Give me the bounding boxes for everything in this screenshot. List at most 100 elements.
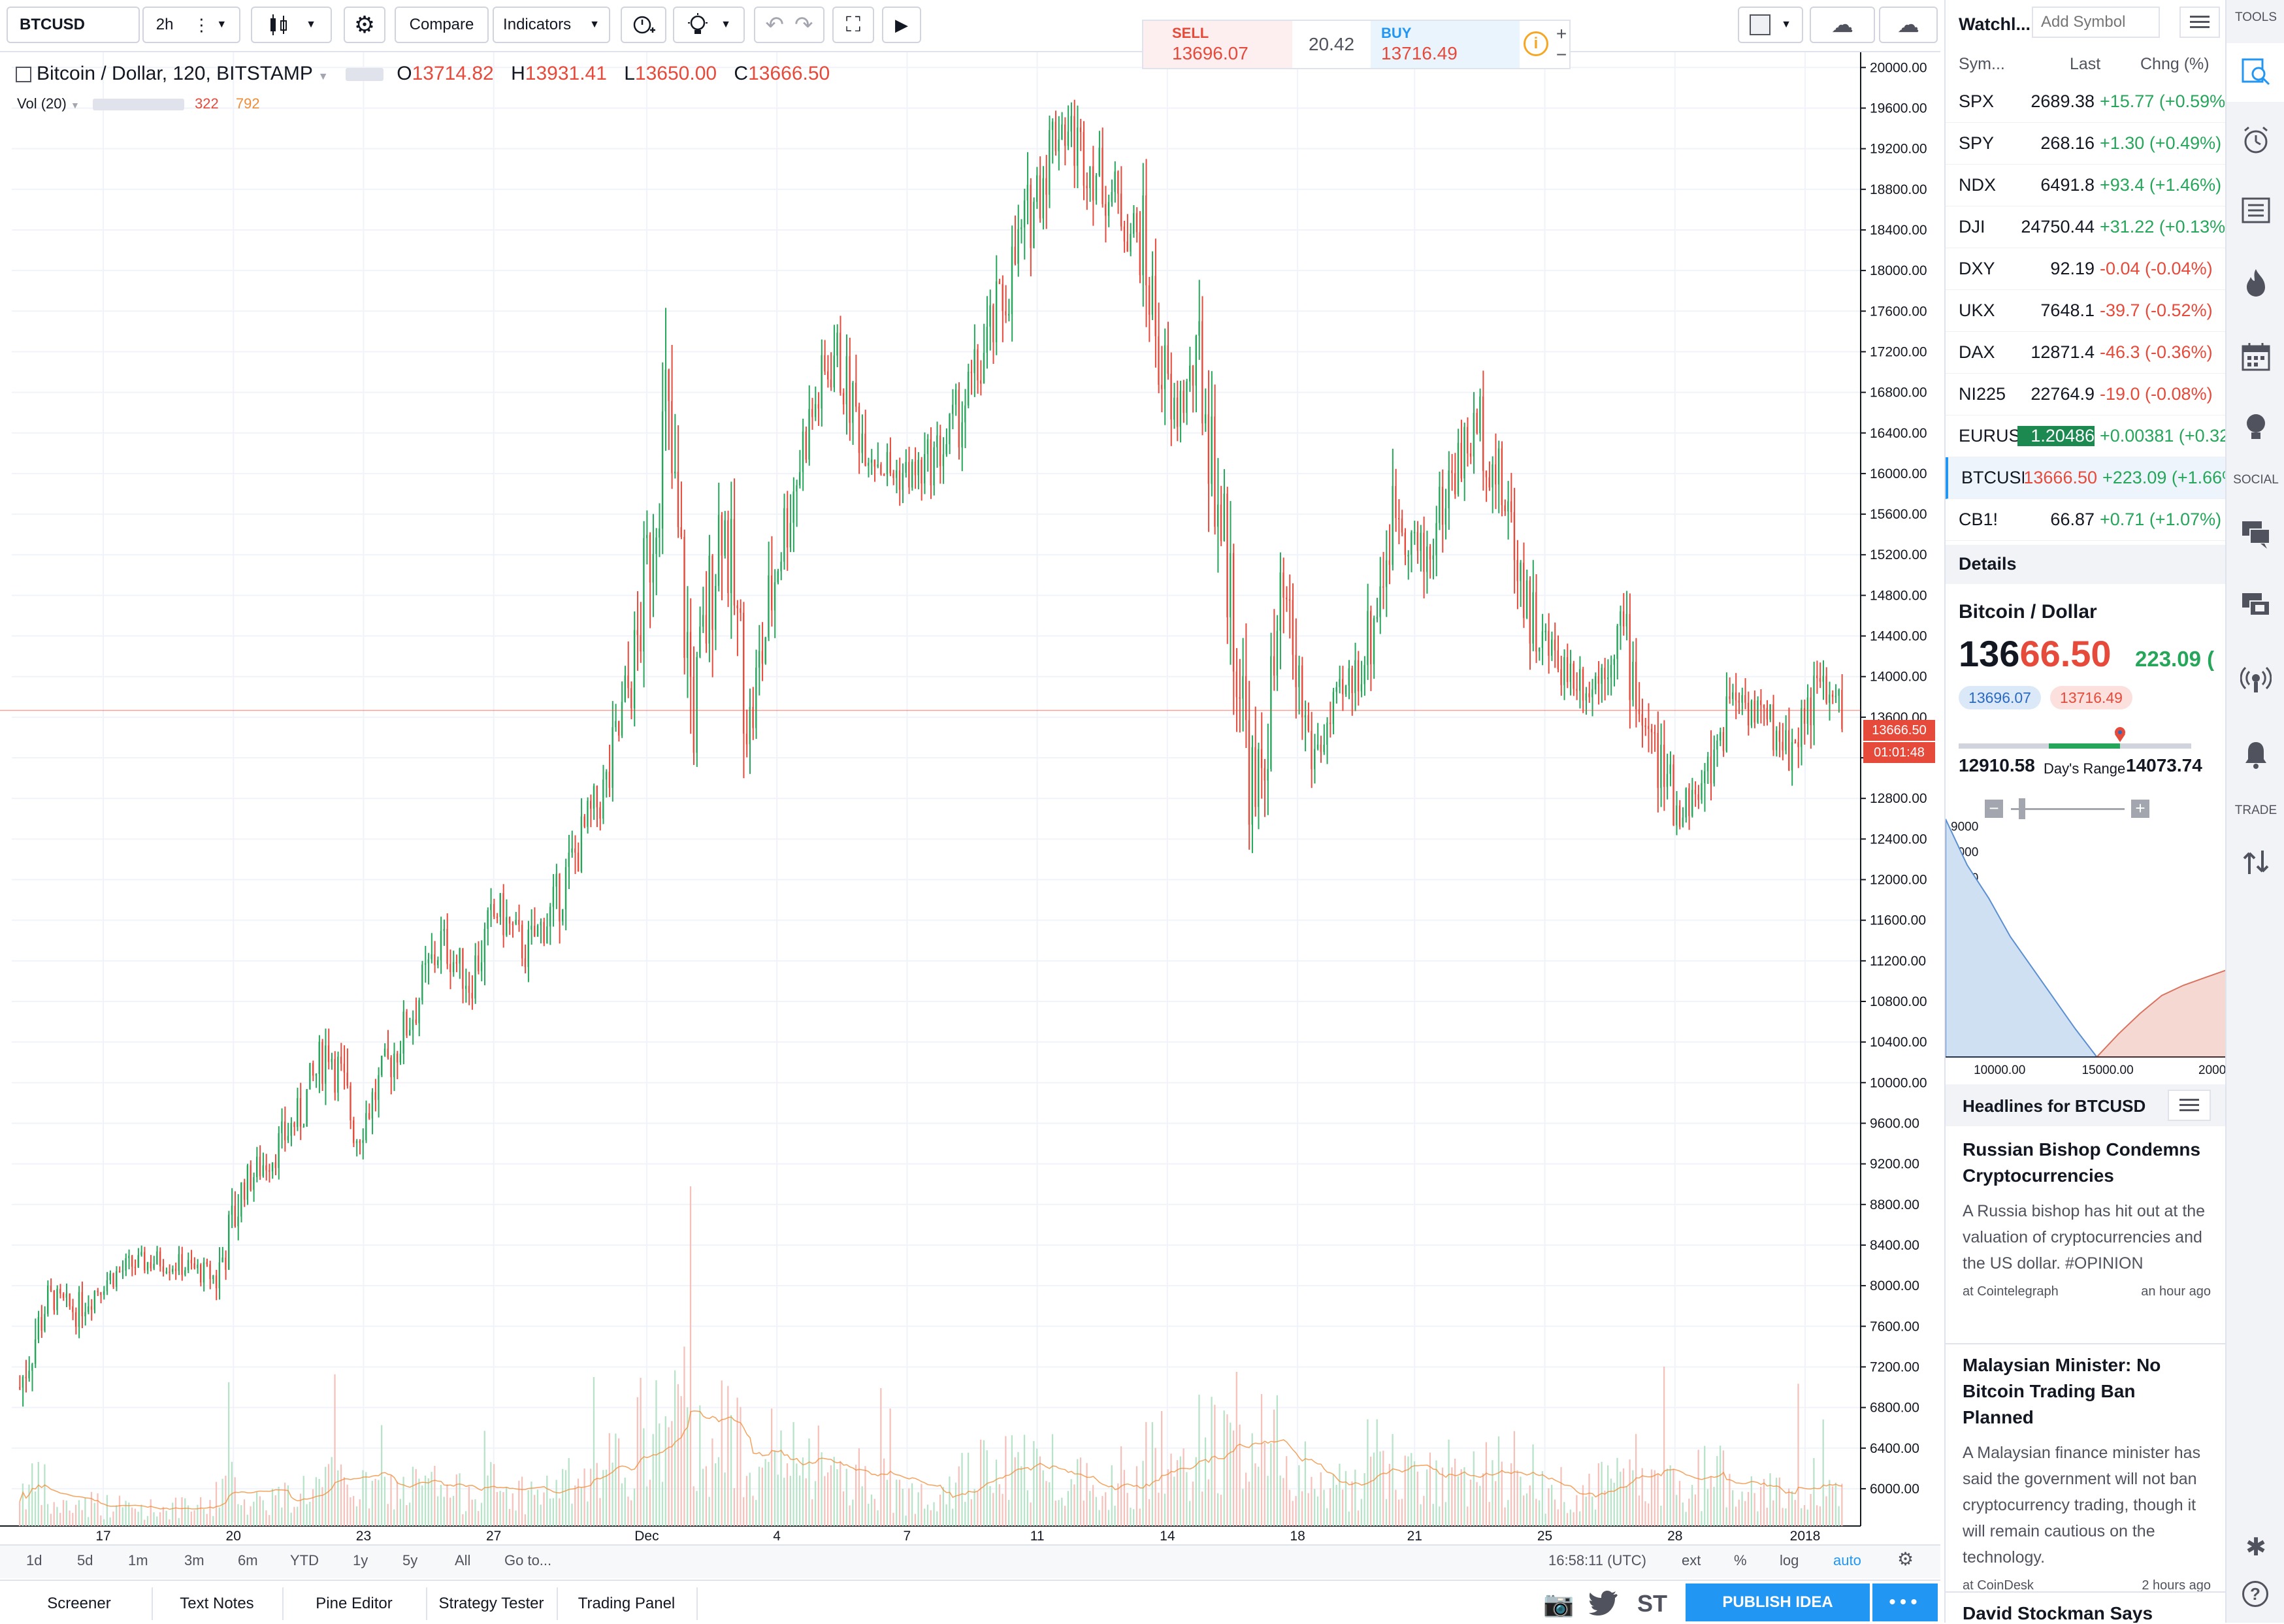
fullscreen-icon[interactable]: ⛶ [832,7,874,43]
headline-item[interactable]: Malaysian Minister: No Bitcoin Trading B… [1963,1352,2211,1598]
cloud-download-icon[interactable]: ☁ [1810,7,1875,43]
headline-title[interactable]: Russian Bishop Condemns Cryptocurrencies [1963,1139,2201,1186]
range-button[interactable]: 5d [77,1552,93,1568]
collapse-legend-icon[interactable] [16,67,31,83]
range-button[interactable]: YTD [290,1552,319,1568]
watchlist-title[interactable]: Watchl... [1959,14,2031,34]
replay-play-icon[interactable]: ▶ [882,7,921,43]
compare-button[interactable]: Compare [395,7,489,43]
legend-dropdown-icon[interactable]: ▼ [318,71,329,82]
legend-eye-icons[interactable] [345,68,383,82]
price-chart[interactable]: 20000.00 19600.00 19200.00 18800.00 18400.00… [0,52,1940,1544]
volume-bar [490,1462,492,1526]
watchlist-row[interactable]: SPX 2689.38 +15.77 (+0.59%) [1946,81,2227,123]
chat-icon[interactable] [2227,520,2284,552]
chart-area[interactable]: 20000.00 19600.00 19200.00 18800.00 18400.00… [0,52,1940,1544]
headlines-menu-icon[interactable] [2168,1090,2211,1121]
settings-gear-icon[interactable]: ⚙ [344,7,385,43]
watchlist-row[interactable]: DAX 12871.4 -46.3 (-0.36%) [1946,332,2227,374]
streams-broadcast-icon[interactable] [2227,665,2284,697]
help-icon[interactable]: ? [2242,1581,2268,1607]
range-button[interactable]: 5y [402,1552,418,1568]
range-button[interactable]: 6m [238,1552,258,1568]
tab-text-notes[interactable]: Text Notes [152,1587,284,1620]
tab-pine-editor[interactable]: Pine Editor [282,1587,427,1620]
buy-button[interactable]: BUY 13716.49 [1371,21,1520,68]
range-button[interactable]: All [455,1552,471,1568]
headline-item[interactable]: Russian Bishop Condemns Cryptocurrencies… [1963,1137,2211,1304]
volume-legend-icons[interactable] [92,99,184,111]
indicators-button[interactable]: Indicators ▼ [493,7,610,43]
stocktwits-icon[interactable]: ST [1637,1590,1668,1617]
watchlist-row[interactable]: DXY 92.19 -0.04 (-0.04%) [1946,248,2227,290]
hotlist-flame-icon[interactable] [2227,268,2284,302]
scale-settings-icon[interactable]: ⚙ [1897,1549,1914,1569]
zoom-out-icon[interactable]: − [1985,800,2003,818]
twitter-icon[interactable] [1589,1590,1618,1619]
range-button[interactable]: Go to... [504,1552,552,1568]
range-button[interactable]: 1y [353,1552,368,1568]
sell-button[interactable]: SELL 13696.07 [1143,21,1292,68]
add-symbol-input[interactable] [2032,7,2160,38]
range-button[interactable]: 1m [128,1552,148,1568]
camera-icon[interactable]: 📷 [1543,1591,1574,1618]
headline-source[interactable]: at Cointelegraph [1963,1284,2059,1299]
range-button[interactable]: 1d [26,1552,42,1568]
more-options-icon[interactable]: ••• [1872,1583,1938,1621]
private-chats-icon[interactable] [2227,592,2284,624]
ideas-stream-icon[interactable] [2227,413,2284,446]
data-window-icon[interactable] [2227,197,2284,227]
watchlist-row[interactable]: SPY 268.16 +1.30 (+0.49%) [1946,123,2227,165]
chart-style-button[interactable]: ▼ [251,7,332,43]
layout-select[interactable]: ▼ [1738,7,1803,43]
depth-zoom-slider[interactable]: − + [1985,797,2149,820]
watchlist-menu-icon[interactable] [2179,7,2220,38]
legend-dropdown-icon[interactable]: ▼ [70,100,80,110]
headline-item[interactable]: David Stockman Says [1963,1600,2211,1623]
headline-title[interactable]: David Stockman Says [1963,1603,2153,1623]
zoom-handle[interactable] [2019,798,2025,819]
col-change[interactable]: Chng (%) [2140,55,2210,73]
details-header-bar[interactable]: Details [1946,545,2227,584]
col-symbol[interactable]: Sym... [1959,55,2005,73]
cloud-upload-icon[interactable]: ☁ [1879,7,1938,43]
watchlist-row[interactable]: EURUSD1.20486+0.00381 (+0.32%) [1946,415,2227,457]
depth-chart[interactable]: 9000800070006000500040003000200010001000… [1946,802,2227,1084]
minus-icon[interactable]: − [1556,44,1567,65]
percent-toggle[interactable]: % [1734,1552,1747,1568]
tab-trading-panel[interactable]: Trading Panel [557,1587,698,1620]
zoom-in-icon[interactable]: + [2131,800,2149,818]
watchlist-row[interactable]: BTCUSD13666.50 +223.09 (+1.66%) [1946,457,2229,499]
watchlist-row[interactable]: NDX 6491.8 +93.4 (+1.46%) [1946,165,2227,206]
watchlist-row[interactable]: NI225 22764.9 -19.0 (-0.08%) [1946,374,2227,415]
symbol-search[interactable]: BTCUSD [7,7,140,43]
notifications-bell-icon[interactable] [2227,739,2284,773]
tab-strategy-tester[interactable]: Strategy Tester [426,1587,558,1620]
headline-title[interactable]: Malaysian Minister: No Bitcoin Trading B… [1963,1355,2161,1427]
headline-source[interactable]: at CoinDesk [1963,1578,2034,1593]
col-last[interactable]: Last [2070,55,2101,73]
plus-icon[interactable]: + [1556,24,1567,44]
interval-select[interactable]: 2h ⋮ ▼ [142,7,240,43]
trading-arrows-icon[interactable] [2227,848,2284,880]
watchlist-row[interactable]: CB1! 66.87 +0.71 (+1.07%) [1946,499,2227,541]
range-button[interactable]: 3m [184,1552,204,1568]
log-toggle[interactable]: log [1780,1552,1799,1568]
bug-report-icon[interactable]: ✱ [2245,1534,2266,1561]
watchlist-row[interactable]: DJI 24750.44 +31.22 (+0.13%) [1946,206,2227,248]
undo-icon[interactable]: ↶ [765,12,785,37]
volume-bar [1070,1479,1072,1526]
watchlist-row[interactable]: UKX 7648.1 -39.7 (-0.52%) [1946,290,2227,332]
calendar-icon[interactable] [2227,342,2284,374]
ext-toggle[interactable]: ext [1682,1552,1701,1568]
publish-idea-button[interactable]: PUBLISH IDEA [1686,1583,1870,1621]
auto-toggle[interactable]: auto [1833,1552,1861,1568]
alert-add-icon[interactable] [621,7,666,43]
alarm-clock-icon[interactable] [2227,125,2284,159]
watchlist-tool-icon[interactable] [2227,43,2284,102]
ideas-lightbulb-icon[interactable]: ▼ [673,7,745,43]
tab-screener[interactable]: Screener [7,1587,153,1620]
undo-redo-buttons[interactable]: ↶ ↷ [754,7,824,43]
info-icon[interactable]: i [1524,31,1548,56]
redo-icon[interactable]: ↷ [794,12,813,37]
